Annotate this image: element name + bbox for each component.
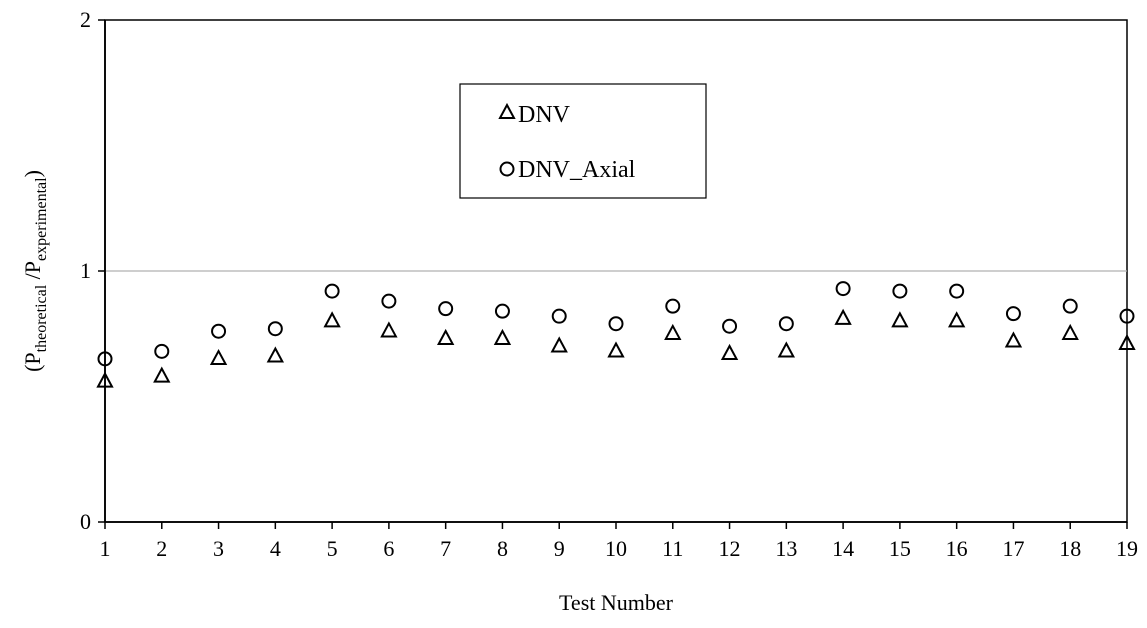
- x-tick-label: 16: [946, 536, 968, 561]
- x-tick-label: 3: [213, 536, 224, 561]
- dnv-axial-point: [949, 283, 965, 299]
- dnv-axial-point: [892, 283, 908, 299]
- dnv-point: [607, 341, 625, 358]
- dnv-point: [777, 341, 796, 358]
- dnv-axial-point: [267, 321, 283, 337]
- y-tick-label: 2: [80, 7, 91, 32]
- dnv-axial-point: [154, 343, 170, 359]
- dnv-point: [323, 311, 341, 328]
- dnv-axial-point: [1005, 306, 1021, 322]
- y-tick-label: 0: [80, 509, 91, 534]
- x-tick-label: 8: [497, 536, 508, 561]
- dnv-point: [436, 328, 455, 345]
- dnv-axial-point: [494, 303, 510, 319]
- x-tick-label: 10: [605, 536, 627, 561]
- dnv-axial-point: [1119, 308, 1135, 324]
- x-tick-label: 1: [100, 536, 111, 561]
- data-markers: [96, 281, 1136, 388]
- y-title-p2: P: [20, 261, 45, 273]
- x-tick-label: 9: [554, 536, 565, 561]
- dnv-axial-point: [324, 283, 340, 299]
- dnv-point: [947, 311, 966, 328]
- dnv-point: [380, 321, 398, 338]
- dnv-axial-point: [778, 316, 794, 332]
- legend-label-dnv: DNV: [518, 102, 571, 128]
- x-tick-label: 7: [440, 536, 451, 561]
- x-tick-label: 14: [832, 536, 854, 561]
- x-ticks: 1 2 3 4 5 6 7 8 9 10 11 12 13 14 15 16 17 18 19: [100, 522, 1138, 561]
- y-title-slash: /: [20, 272, 45, 285]
- dnv-point: [1061, 323, 1079, 340]
- legend-box: [459, 83, 707, 199]
- dnv-point: [891, 311, 909, 328]
- x-tick-label: 19: [1116, 536, 1138, 561]
- dnv-axial-point: [835, 281, 851, 297]
- x-tick-label: 15: [889, 536, 911, 561]
- dnv-axial-point: [1062, 298, 1078, 314]
- legend-circle-icon: [499, 161, 515, 177]
- dnv-point: [550, 336, 568, 353]
- dnv-axial-point: [608, 316, 624, 332]
- dnv-point: [664, 323, 682, 340]
- y-title-sub2: experimental: [33, 177, 50, 261]
- x-tick-label: 17: [1002, 536, 1024, 561]
- dnv-point: [96, 371, 114, 388]
- y-title-close: ): [20, 170, 45, 177]
- dnv-point: [1118, 333, 1136, 350]
- dnv-axial-point: [381, 293, 397, 309]
- x-axis-title: Test Number: [559, 590, 674, 615]
- dnv-axial-point: [438, 301, 454, 317]
- x-tick-label: 5: [327, 536, 338, 561]
- x-tick-label: 18: [1059, 536, 1081, 561]
- dnv-axial-point: [211, 323, 227, 339]
- dnv-axial-point: [722, 318, 738, 334]
- legend-triangle-icon: [498, 102, 516, 119]
- y-title-p1: P: [20, 352, 45, 364]
- y-title-open: (: [20, 365, 45, 372]
- dnv-point: [493, 328, 512, 345]
- legend: DNV DNV_Axial: [459, 83, 707, 199]
- x-tick-label: 12: [719, 536, 741, 561]
- x-tick-label: 4: [270, 536, 281, 561]
- x-tick-label: 13: [775, 536, 797, 561]
- y-title-sub1: theoretical: [33, 284, 50, 352]
- y-axis-title: (Ptheoretical /Pexperimental): [20, 170, 50, 372]
- dnv-point: [266, 346, 285, 363]
- dnv-point: [834, 308, 852, 325]
- legend-label-dnv-axial: DNV_Axial: [518, 157, 636, 183]
- y-ticks: 0 1 2: [80, 7, 105, 534]
- x-tick-label: 11: [662, 536, 683, 561]
- dnv-point: [209, 348, 228, 366]
- dnv-point: [1004, 331, 1023, 348]
- dnv-point: [720, 343, 739, 361]
- dnv-axial-point: [551, 308, 567, 324]
- y-tick-label: 1: [80, 258, 91, 283]
- x-tick-label: 6: [383, 536, 394, 561]
- x-tick-label: 2: [156, 536, 167, 561]
- dnv-axial-point: [97, 351, 113, 367]
- dnv-axial-point: [665, 298, 681, 314]
- dnv-point: [153, 366, 171, 383]
